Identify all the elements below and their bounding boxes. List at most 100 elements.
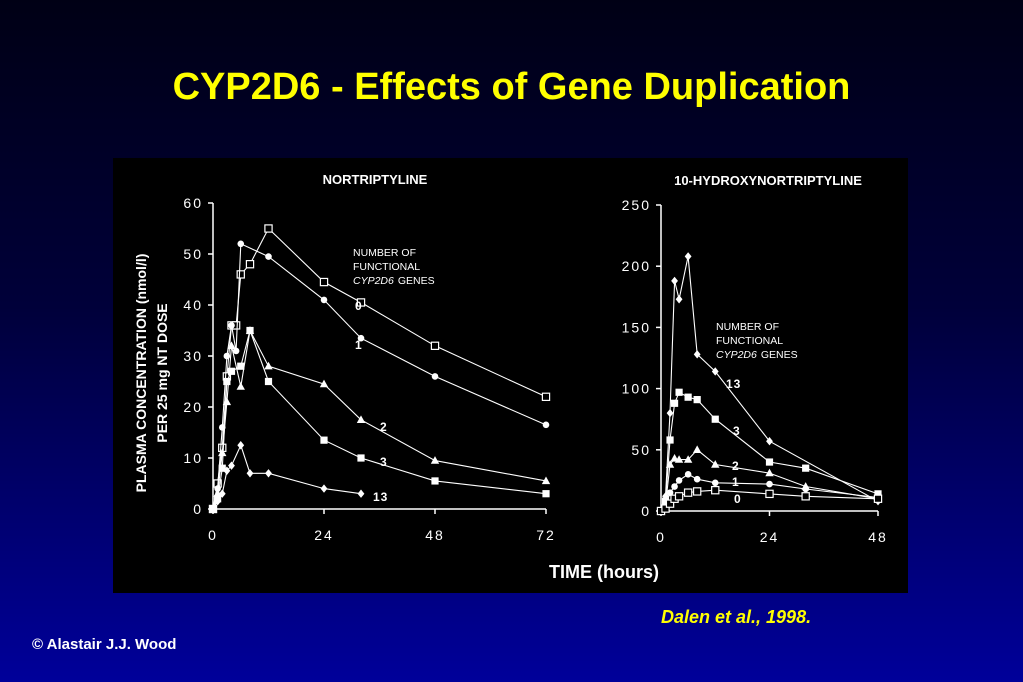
data-point-3 xyxy=(264,377,273,386)
data-point-1 xyxy=(431,373,439,380)
right-legend-line1: NUMBER OF xyxy=(716,321,779,333)
data-point-1 xyxy=(357,334,365,342)
data-point-13 xyxy=(693,350,701,359)
data-point-0 xyxy=(236,270,245,279)
data-point-2 xyxy=(430,456,440,464)
data-point-2 xyxy=(218,448,227,457)
data-point-13 xyxy=(320,484,328,493)
data-point-2 xyxy=(222,397,232,406)
data-point-1 xyxy=(802,485,809,493)
slide-title: CYP2D6 - Effects of Gene Duplication xyxy=(172,66,851,108)
data-point-0 xyxy=(683,488,693,497)
data-point-3 xyxy=(666,436,674,444)
pk-figure-svg: PLASMA CONCENTRATION (nmol/l) PER 25 mg … xyxy=(133,172,888,582)
data-point-3 xyxy=(218,464,226,472)
data-point-0 xyxy=(356,298,366,307)
data-point-0 xyxy=(319,277,329,287)
data-point-2 xyxy=(541,476,551,485)
y-tick-label: 40 xyxy=(183,297,203,313)
right-legend-genes-word: GENES xyxy=(761,349,798,361)
series-2: 2 xyxy=(656,445,883,515)
data-point-13 xyxy=(766,437,773,446)
data-point-1 xyxy=(766,480,773,488)
series-label-2: 2 xyxy=(380,420,388,434)
y-tick-label: 0 xyxy=(641,503,651,519)
data-point-2 xyxy=(236,382,245,390)
left-legend: NUMBER OF FUNCTIONAL CYP2D6 GENES xyxy=(353,247,435,287)
data-point-1 xyxy=(666,489,674,496)
data-point-0 xyxy=(674,492,684,501)
data-point-13 xyxy=(237,441,245,450)
data-point-13 xyxy=(223,466,231,475)
data-point-3 xyxy=(711,415,719,423)
x-tick-label: 48 xyxy=(868,529,888,545)
series-label-13: 13 xyxy=(373,490,388,504)
data-point-13 xyxy=(675,295,683,304)
data-point-3 xyxy=(246,326,254,335)
series-3: 3 xyxy=(657,388,882,515)
data-point-3 xyxy=(223,377,231,386)
series-label-0: 0 xyxy=(734,492,742,506)
data-point-2 xyxy=(692,445,702,453)
data-point-2 xyxy=(711,460,720,468)
data-point-0 xyxy=(245,259,255,269)
y-tick-label: 10 xyxy=(183,450,203,466)
nortriptyline-panel: NORTRIPTYLINE 0 10 20 30 40 50 60 0 24 48 72 0 1 2 3 13 xyxy=(183,172,556,543)
data-point-2 xyxy=(227,341,236,349)
data-point-3 xyxy=(227,367,236,375)
copyright: © Alastair J.J. Wood xyxy=(32,636,177,653)
data-point-1 xyxy=(237,240,245,248)
data-point-13 xyxy=(711,367,719,376)
right-legend-line2: FUNCTIONAL xyxy=(716,335,783,347)
hydroxynortriptyline-panel: 10-HYDROXYNORTRIPTYLINE 0 50 100 150 200 250 0 2… xyxy=(622,173,888,545)
data-point-0 xyxy=(264,224,273,233)
y-tick-label: 50 xyxy=(631,442,651,458)
series-label-3: 3 xyxy=(380,455,388,469)
right-legend-line3: CYP2D6 GENES xyxy=(716,349,798,361)
data-point-3 xyxy=(542,490,550,498)
x-tick-label: 24 xyxy=(314,527,334,543)
x-tick-label: 48 xyxy=(425,527,445,543)
data-point-0 xyxy=(541,392,551,401)
data-point-13 xyxy=(666,408,674,418)
left-legend-gene-name: CYP2D6 xyxy=(353,275,394,287)
data-point-0 xyxy=(711,485,720,495)
x-tick-label: 24 xyxy=(760,529,780,545)
data-point-2 xyxy=(683,455,693,463)
x-tick-label: 0 xyxy=(208,527,218,543)
series-label-2: 2 xyxy=(732,459,740,473)
data-point-3 xyxy=(693,396,701,404)
data-point-3 xyxy=(874,490,882,498)
x-axis-label: TIME (hours) xyxy=(549,562,659,582)
series-line-13 xyxy=(212,443,362,510)
panel-title: NORTRIPTYLINE xyxy=(323,172,428,187)
data-point-1 xyxy=(711,479,719,487)
data-point-3 xyxy=(802,464,810,472)
right-legend-gene-name: CYP2D6 xyxy=(716,349,757,361)
data-point-13 xyxy=(265,469,272,478)
data-point-0 xyxy=(430,341,440,350)
data-point-3 xyxy=(237,362,245,370)
data-point-2 xyxy=(765,468,774,477)
pk-figure: PLASMA CONCENTRATION (nmol/l) PER 25 mg … xyxy=(113,158,908,593)
y-tick-label: 100 xyxy=(622,381,651,397)
x-tick-label: 0 xyxy=(656,529,666,545)
series-0: 0 xyxy=(656,485,883,516)
data-point-3 xyxy=(684,393,692,401)
data-point-1 xyxy=(320,296,328,304)
y-axis-label-line2: PER 25 mg NT DOSE xyxy=(154,303,170,442)
series-2: 2 xyxy=(208,326,551,513)
data-point-1 xyxy=(684,470,692,478)
series-13: 13 xyxy=(209,441,388,514)
data-point-2 xyxy=(264,361,273,370)
panel-title: 10-HYDROXYNORTRIPTYLINE xyxy=(674,173,862,188)
left-legend-line3: CYP2D6 GENES xyxy=(353,275,435,287)
y-axis-label-line1: PLASMA CONCENTRATION (nmol/l) xyxy=(133,254,149,493)
data-point-0 xyxy=(665,499,675,508)
data-point-13 xyxy=(246,469,254,478)
series-label-13: 13 xyxy=(726,377,741,391)
y-tick-label: 0 xyxy=(193,501,203,517)
y-tick-label: 30 xyxy=(183,348,203,364)
data-point-13 xyxy=(209,504,217,514)
x-tick-label: 72 xyxy=(536,527,556,543)
